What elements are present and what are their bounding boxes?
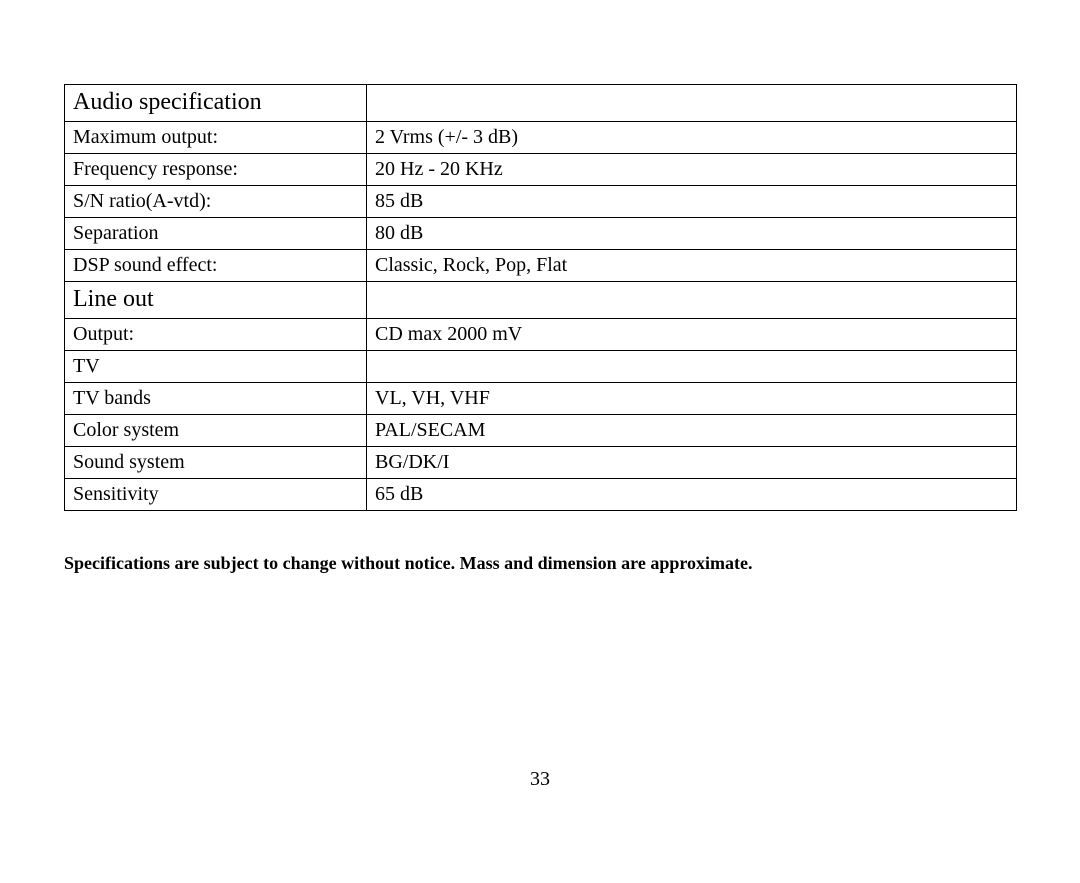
spec-label-cell: Frequency response: xyxy=(65,154,367,186)
spec-label-cell: DSP sound effect: xyxy=(65,250,367,282)
spec-value-cell: CD max 2000 mV xyxy=(367,319,1017,351)
spec-value-cell: BG/DK/I xyxy=(367,447,1017,479)
spec-label-cell: Separation xyxy=(65,218,367,250)
spec-label-cell: TV bands xyxy=(65,383,367,415)
spec-value-cell: 2 Vrms (+/- 3 dB) xyxy=(367,122,1017,154)
spec-label-cell: Sound system xyxy=(65,447,367,479)
table-row: Separation 80 dB xyxy=(65,218,1017,250)
page-number: 33 xyxy=(0,768,1080,791)
spec-value-cell xyxy=(367,351,1017,383)
spec-value-cell: VL, VH, VHF xyxy=(367,383,1017,415)
table-row: Maximum output: 2 Vrms (+/- 3 dB) xyxy=(65,122,1017,154)
table-row: Frequency response: 20 Hz - 20 KHz xyxy=(65,154,1017,186)
table-row: Output: CD max 2000 mV xyxy=(65,319,1017,351)
table-row: TV xyxy=(65,351,1017,383)
spec-value-cell: PAL/SECAM xyxy=(367,415,1017,447)
spec-label-cell: Color system xyxy=(65,415,367,447)
spec-value-cell: 20 Hz - 20 KHz xyxy=(367,154,1017,186)
spec-label-cell: Sensitivity xyxy=(65,479,367,511)
table-row: Sensitivity 65 dB xyxy=(65,479,1017,511)
spec-value-cell: 85 dB xyxy=(367,186,1017,218)
spec-label-cell: TV xyxy=(65,351,367,383)
section-header-cell: Line out xyxy=(65,282,367,319)
spec-value-cell: 65 dB xyxy=(367,479,1017,511)
table-row: DSP sound effect: Classic, Rock, Pop, Fl… xyxy=(65,250,1017,282)
table-row: Line out xyxy=(65,282,1017,319)
footnote-text: Specifications are subject to change wit… xyxy=(64,553,1020,574)
spec-value-cell: 80 dB xyxy=(367,218,1017,250)
table-row: Audio specification xyxy=(65,85,1017,122)
table-row: S/N ratio(A-vtd): 85 dB xyxy=(65,186,1017,218)
table-row: TV bands VL, VH, VHF xyxy=(65,383,1017,415)
table-row: Color system PAL/SECAM xyxy=(65,415,1017,447)
section-header-value-cell xyxy=(367,85,1017,122)
spec-label-cell: Maximum output: xyxy=(65,122,367,154)
spec-table: Audio specification Maximum output: 2 Vr… xyxy=(64,84,1017,511)
spec-label-cell: Output: xyxy=(65,319,367,351)
section-header-value-cell xyxy=(367,282,1017,319)
spec-table-body: Audio specification Maximum output: 2 Vr… xyxy=(65,85,1017,511)
table-row: Sound system BG/DK/I xyxy=(65,447,1017,479)
spec-value-cell: Classic, Rock, Pop, Flat xyxy=(367,250,1017,282)
spec-label-cell: S/N ratio(A-vtd): xyxy=(65,186,367,218)
section-header-cell: Audio specification xyxy=(65,85,367,122)
